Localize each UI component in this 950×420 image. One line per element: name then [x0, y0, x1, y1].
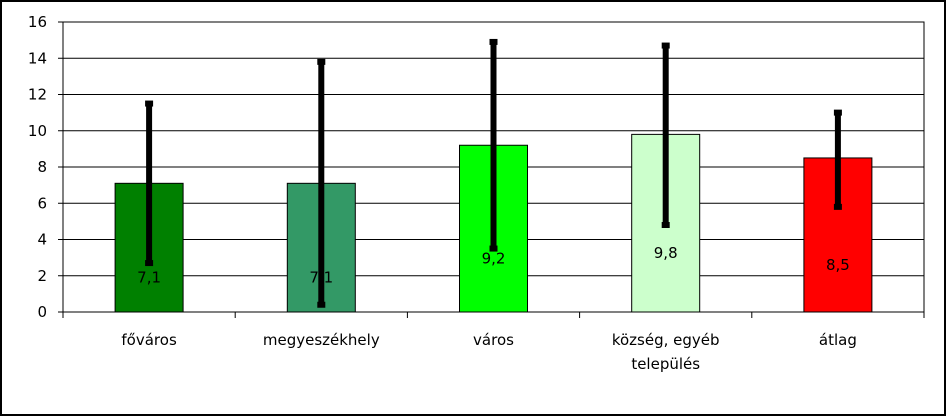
error-bar-cap-high: [145, 100, 154, 107]
error-bar-cap-high: [317, 58, 326, 65]
category-labels: főváros megyeszékhely város község, egyéb te…: [121, 331, 856, 373]
y-tick-label: 4: [37, 231, 47, 249]
data-label: 9,8: [654, 244, 678, 262]
data-labels: 7,1 7,1 9,2 9,8 8,5: [137, 244, 850, 286]
error-bar-cap-low: [145, 260, 154, 267]
error-bar-cap-low: [661, 222, 670, 228]
error-bars: [145, 38, 842, 308]
error-bar-cap-high: [489, 38, 498, 45]
y-tick-label: 2: [37, 267, 47, 285]
y-tick-labels: 0 2 4 6 8 10 12 14 16: [28, 13, 47, 321]
category-label: település: [631, 355, 700, 373]
category-label: város: [473, 331, 514, 349]
data-label: 7,1: [137, 269, 161, 287]
error-bar-cap-low: [489, 245, 498, 252]
y-tick-label: 6: [37, 194, 47, 212]
y-tick-label: 14: [28, 49, 47, 67]
y-tick-label: 10: [28, 122, 47, 140]
data-label: 9,2: [482, 250, 506, 268]
error-bar-cap-low: [317, 301, 326, 308]
data-label: 8,5: [826, 256, 850, 274]
bar-chart: 0 2 4 6 8 10 12 14 16 7,1 7,1 9,2 9,8 8,5 főváros meg…: [28, 13, 925, 373]
y-tick-label: 8: [37, 158, 47, 176]
y-tick-label: 0: [37, 303, 47, 321]
category-label: főváros: [121, 331, 177, 349]
data-label: 7,1: [309, 269, 333, 287]
error-bar-cap-high: [661, 42, 670, 49]
y-tick-label: 16: [28, 13, 47, 31]
y-tick-label: 12: [28, 86, 47, 104]
category-label: megyeszékhely: [263, 331, 380, 349]
error-bar-cap-low: [833, 203, 842, 210]
error-bar-cap-high: [833, 109, 842, 116]
category-label: átlag: [819, 331, 857, 349]
category-label: község, egyéb: [612, 331, 720, 349]
